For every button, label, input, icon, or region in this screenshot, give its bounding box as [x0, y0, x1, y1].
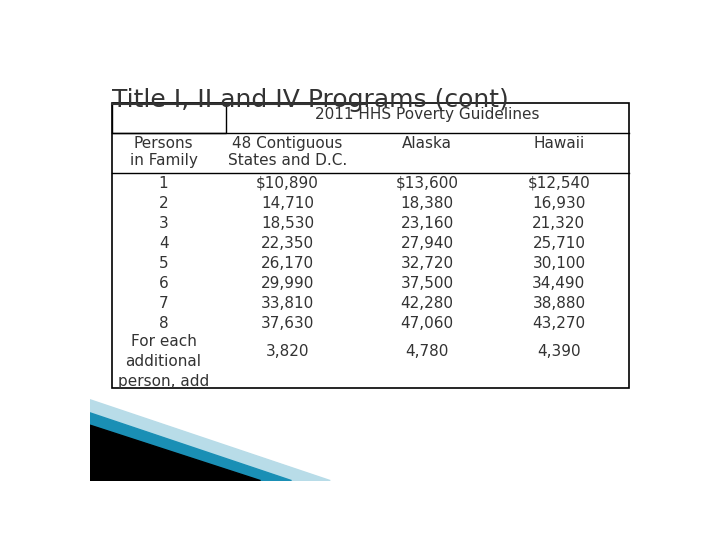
Text: 34,490: 34,490 [532, 276, 585, 291]
Text: 38,880: 38,880 [532, 296, 585, 311]
Text: 37,500: 37,500 [400, 276, 454, 291]
Text: 4,390: 4,390 [537, 345, 581, 359]
Text: 18,380: 18,380 [400, 195, 454, 211]
Text: 43,270: 43,270 [532, 316, 585, 331]
Text: 47,060: 47,060 [400, 316, 454, 331]
Text: 26,170: 26,170 [261, 256, 314, 271]
Text: 5: 5 [159, 256, 168, 271]
Text: 3,820: 3,820 [266, 345, 310, 359]
Text: 22,350: 22,350 [261, 236, 314, 251]
Polygon shape [90, 425, 261, 481]
Text: 33,810: 33,810 [261, 296, 314, 311]
Text: 48 Contiguous
States and D.C.: 48 Contiguous States and D.C. [228, 136, 347, 168]
Polygon shape [90, 400, 330, 481]
Text: 4: 4 [159, 236, 168, 251]
Text: 25,710: 25,710 [532, 236, 585, 251]
Text: 16,930: 16,930 [532, 195, 585, 211]
Text: 42,280: 42,280 [400, 296, 454, 311]
Text: 8: 8 [159, 316, 168, 331]
Text: 4,780: 4,780 [405, 345, 449, 359]
Text: $12,540: $12,540 [528, 176, 590, 191]
Text: 32,720: 32,720 [400, 256, 454, 271]
Text: 30,100: 30,100 [532, 256, 585, 271]
Text: 37,630: 37,630 [261, 316, 315, 331]
Text: 23,160: 23,160 [400, 215, 454, 231]
Text: Title I, II and IV Programs (cont): Title I, II and IV Programs (cont) [112, 88, 508, 112]
Text: $10,890: $10,890 [256, 176, 319, 191]
Text: 21,320: 21,320 [532, 215, 585, 231]
Text: 29,990: 29,990 [261, 276, 315, 291]
Text: For each
additional
person, add: For each additional person, add [118, 334, 210, 389]
Text: 27,940: 27,940 [400, 236, 454, 251]
Text: 1: 1 [159, 176, 168, 191]
Text: Alaska: Alaska [402, 136, 452, 151]
Text: 7: 7 [159, 296, 168, 311]
Text: Persons
in Family: Persons in Family [130, 136, 197, 168]
Bar [112, 103, 225, 132]
Text: Hawaii: Hawaii [534, 136, 585, 151]
Text: 18,530: 18,530 [261, 215, 314, 231]
Polygon shape [90, 413, 292, 481]
Text: 3: 3 [158, 215, 168, 231]
Text: 2: 2 [159, 195, 168, 211]
Text: 2011 HHS Poverty Guidelines: 2011 HHS Poverty Guidelines [315, 107, 539, 122]
Bar [112, 103, 629, 388]
Text: $13,600: $13,600 [395, 176, 459, 191]
Text: 14,710: 14,710 [261, 195, 314, 211]
Text: 6: 6 [158, 276, 168, 291]
